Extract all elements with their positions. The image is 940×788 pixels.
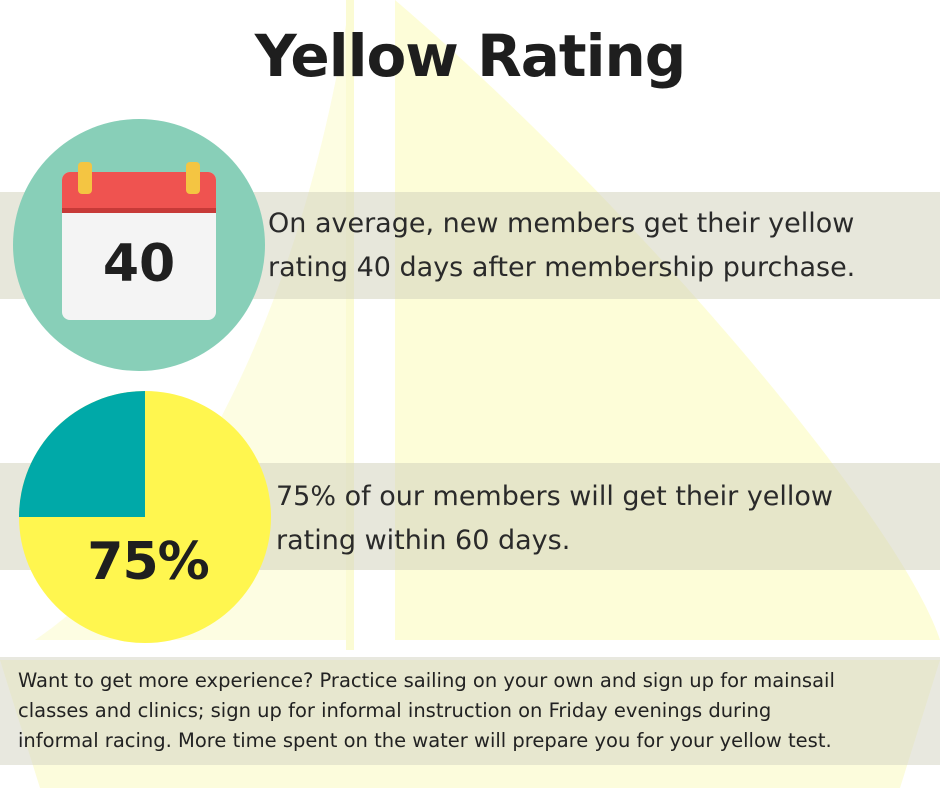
stat-days-line-2: rating 40 days after membership purchase…	[268, 252, 856, 283]
pie-slice-remainder	[19, 391, 145, 517]
calendar-icon	[13, 119, 265, 371]
stat-text-percent: 75% of our members will get their yellow…	[276, 475, 940, 563]
footer-line-1: Want to get more experience? Practice sa…	[18, 669, 835, 692]
footer-band	[0, 657, 940, 765]
footer-line-3: informal racing. More time spent on the …	[18, 729, 832, 752]
page-title: Yellow Rating	[254, 22, 687, 90]
stat-text-days: On average, new members get their yellow…	[268, 202, 940, 290]
stat-percent-line-2: rating within 60 days.	[276, 525, 571, 556]
footer-line-2: classes and clinics; sign up for informa…	[18, 699, 772, 722]
footer-text: Want to get more experience? Practice sa…	[18, 666, 930, 756]
stat-days-line-1: On average, new members get their yellow	[268, 208, 855, 239]
pie-percent-label: 75%	[87, 532, 209, 592]
stat-percent-line-1: 75% of our members will get their yellow	[276, 481, 834, 512]
pie-chart	[19, 391, 271, 643]
calendar-number: 40	[102, 234, 176, 294]
